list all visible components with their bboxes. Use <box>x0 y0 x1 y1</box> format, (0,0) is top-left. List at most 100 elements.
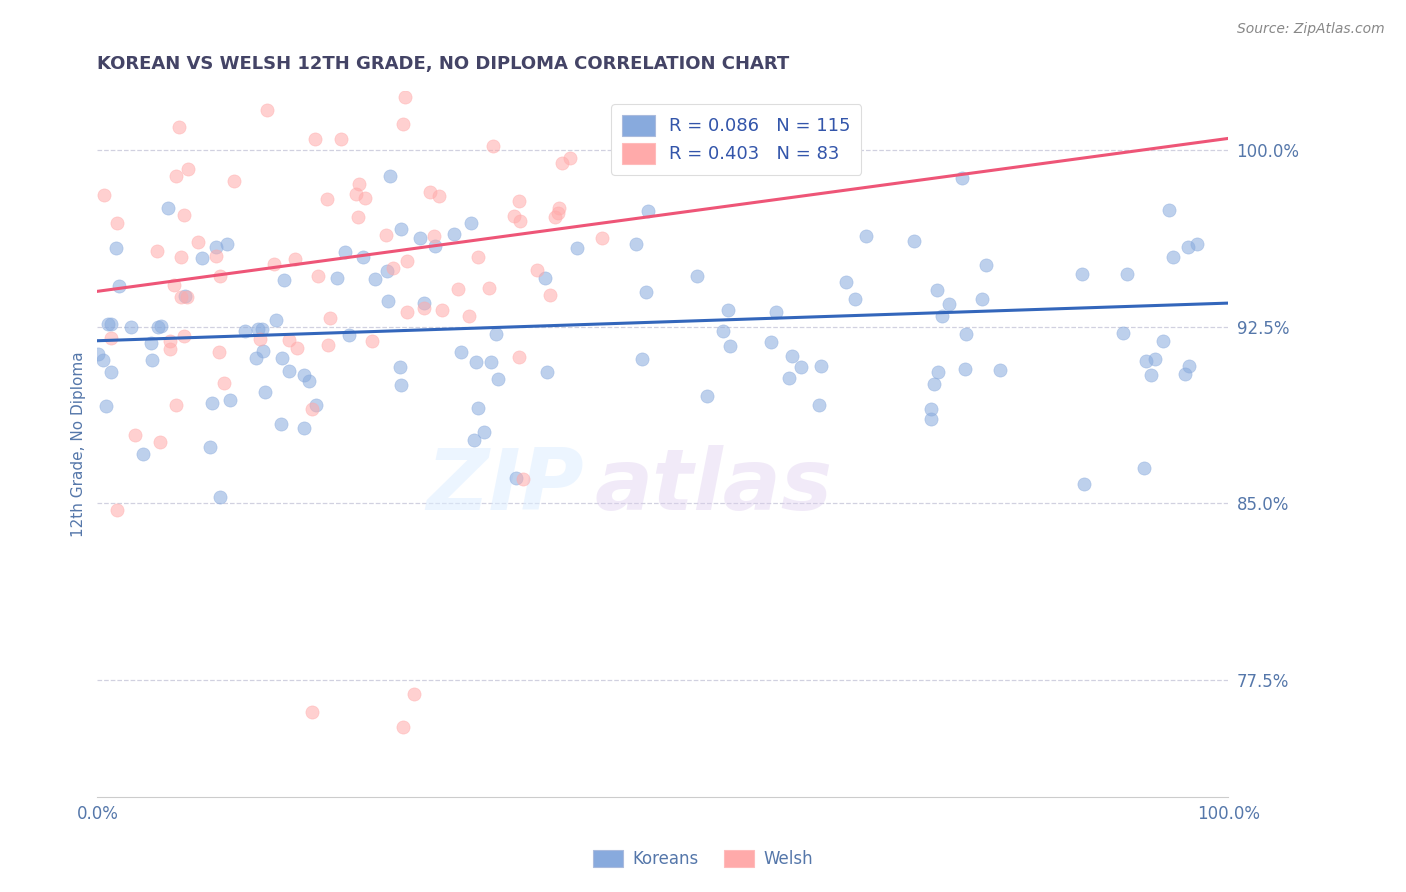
Point <box>93 188 115 202</box>
Point <box>810 359 832 373</box>
Point <box>173 329 195 343</box>
Point <box>326 270 349 285</box>
Point <box>100 330 122 344</box>
Point <box>187 235 209 250</box>
Point <box>388 359 411 374</box>
Point <box>569 53 592 67</box>
Point <box>536 365 558 379</box>
Point <box>430 303 453 318</box>
Point <box>835 275 858 289</box>
Point <box>97 317 120 331</box>
Point <box>626 237 648 252</box>
Point <box>212 376 235 390</box>
Point <box>389 222 412 236</box>
Point <box>263 257 285 271</box>
Point <box>254 385 277 400</box>
Point <box>205 240 228 254</box>
Point <box>170 250 193 264</box>
Point <box>412 301 434 316</box>
Point <box>927 365 949 379</box>
Point <box>479 354 502 368</box>
Point <box>1185 236 1208 251</box>
Point <box>512 472 534 486</box>
Text: atlas: atlas <box>595 445 834 528</box>
Point <box>347 211 370 225</box>
Point <box>686 268 709 283</box>
Point <box>105 216 128 230</box>
Point <box>1116 267 1139 281</box>
Point <box>165 398 187 412</box>
Point <box>91 353 114 368</box>
Point <box>484 326 506 341</box>
Point <box>396 253 419 268</box>
Point <box>278 364 301 378</box>
Point <box>318 311 340 326</box>
Point <box>139 335 162 350</box>
Point <box>474 425 496 439</box>
Point <box>264 313 287 327</box>
Point <box>395 305 418 319</box>
Point <box>224 174 246 188</box>
Point <box>108 278 131 293</box>
Point <box>364 271 387 285</box>
Point <box>382 260 405 275</box>
Point <box>377 294 399 309</box>
Point <box>201 395 224 409</box>
Point <box>1178 359 1201 373</box>
Point <box>409 231 432 245</box>
Point <box>560 151 582 165</box>
Point <box>443 227 465 242</box>
Point <box>278 20 301 34</box>
Point <box>156 201 179 215</box>
Point <box>544 210 567 224</box>
Point <box>402 687 425 701</box>
Point <box>198 440 221 454</box>
Point <box>173 288 195 302</box>
Point <box>765 305 787 319</box>
Point <box>176 290 198 304</box>
Point <box>337 327 360 342</box>
Point <box>256 103 278 117</box>
Point <box>354 191 377 205</box>
Point <box>394 90 416 104</box>
Point <box>1159 203 1181 218</box>
Point <box>391 117 413 131</box>
Point <box>447 281 470 295</box>
Point <box>808 398 831 412</box>
Point <box>333 244 356 259</box>
Text: ZIP: ZIP <box>426 445 583 528</box>
Point <box>391 720 413 734</box>
Point <box>486 372 509 386</box>
Point <box>1140 368 1163 382</box>
Point <box>247 322 270 336</box>
Point <box>346 186 368 201</box>
Point <box>419 185 441 199</box>
Point <box>972 292 994 306</box>
Point <box>360 334 382 349</box>
Point <box>284 252 307 267</box>
Point <box>173 208 195 222</box>
Point <box>141 353 163 368</box>
Point <box>636 285 658 300</box>
Point <box>821 75 844 89</box>
Point <box>250 322 273 336</box>
Point <box>252 343 274 358</box>
Point <box>132 447 155 461</box>
Point <box>950 170 973 185</box>
Point <box>307 269 329 284</box>
Point <box>467 250 489 264</box>
Point <box>759 335 782 350</box>
Point <box>790 359 813 374</box>
Point <box>450 344 472 359</box>
Point <box>301 401 323 416</box>
Point <box>270 417 292 431</box>
Point <box>374 227 396 242</box>
Point <box>375 264 398 278</box>
Point <box>903 235 925 249</box>
Point <box>1070 267 1092 281</box>
Point <box>780 349 803 363</box>
Point <box>352 251 374 265</box>
Legend: R = 0.086   N = 115, R = 0.403   N = 83: R = 0.086 N = 115, R = 0.403 N = 83 <box>612 104 862 175</box>
Point <box>778 371 800 385</box>
Point <box>465 355 488 369</box>
